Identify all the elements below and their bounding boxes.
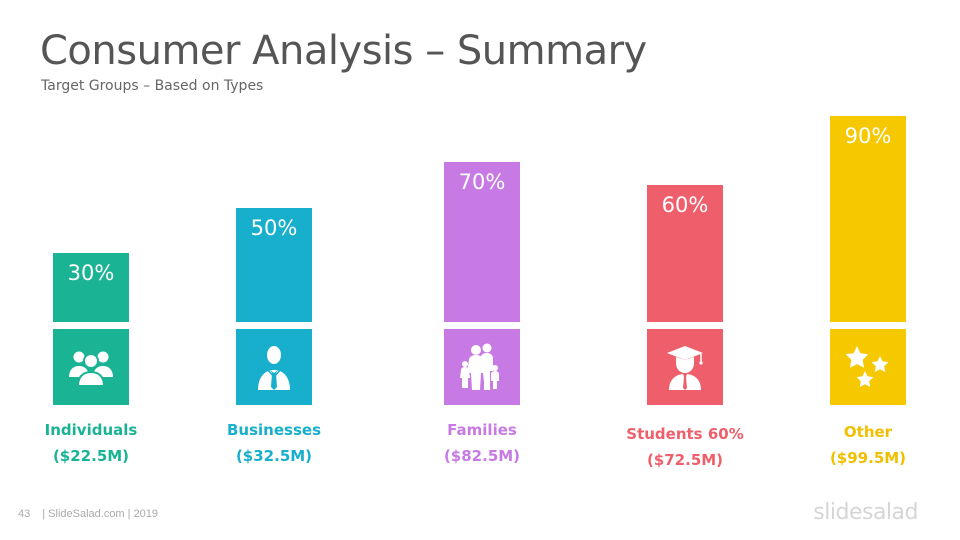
businessman-icon <box>249 342 299 392</box>
category-label: Individuals <box>44 421 138 439</box>
category-amount: ($99.5M) <box>829 449 907 467</box>
bar-value-label: 60% <box>661 193 709 217</box>
category-amount: ($72.5M) <box>646 451 724 469</box>
bar-5: 90% <box>830 116 906 322</box>
footer: 43 | SlideSalad.com | 2019 <box>18 508 158 520</box>
category-label: Students 60% <box>626 425 744 443</box>
stars-icon <box>843 342 893 392</box>
brand-logo: slidesalad <box>813 500 918 525</box>
icon-box-4 <box>647 329 723 405</box>
category-label: Other <box>843 423 893 441</box>
icon-box-2 <box>236 329 312 405</box>
icon-box-5 <box>830 329 906 405</box>
people-group-icon <box>66 342 116 392</box>
icon-box-3 <box>444 329 520 405</box>
bar-4: 60% <box>647 185 723 322</box>
bar-value-label: 30% <box>67 261 115 285</box>
category-amount: ($82.5M) <box>443 447 521 465</box>
graduate-icon <box>660 342 710 392</box>
category-amount: ($22.5M) <box>52 447 130 465</box>
page-number: 43 <box>18 508 31 520</box>
footer-text: | SlideSalad.com | 2019 <box>42 508 159 520</box>
bar-value-label: 70% <box>458 170 506 194</box>
category-label: Businesses <box>227 421 321 439</box>
bar-1: 30% <box>53 253 129 322</box>
bar-3: 70% <box>444 162 520 322</box>
category-label: Families <box>447 421 517 439</box>
bar-value-label: 90% <box>844 124 892 148</box>
bar-2: 50% <box>236 208 312 322</box>
family-icon <box>457 342 507 392</box>
page-subtitle: Target Groups – Based on Types <box>41 78 264 94</box>
bar-value-label: 50% <box>250 216 298 240</box>
page-title: Consumer Analysis – Summary <box>40 28 647 74</box>
category-amount: ($32.5M) <box>235 447 313 465</box>
icon-box-1 <box>53 329 129 405</box>
